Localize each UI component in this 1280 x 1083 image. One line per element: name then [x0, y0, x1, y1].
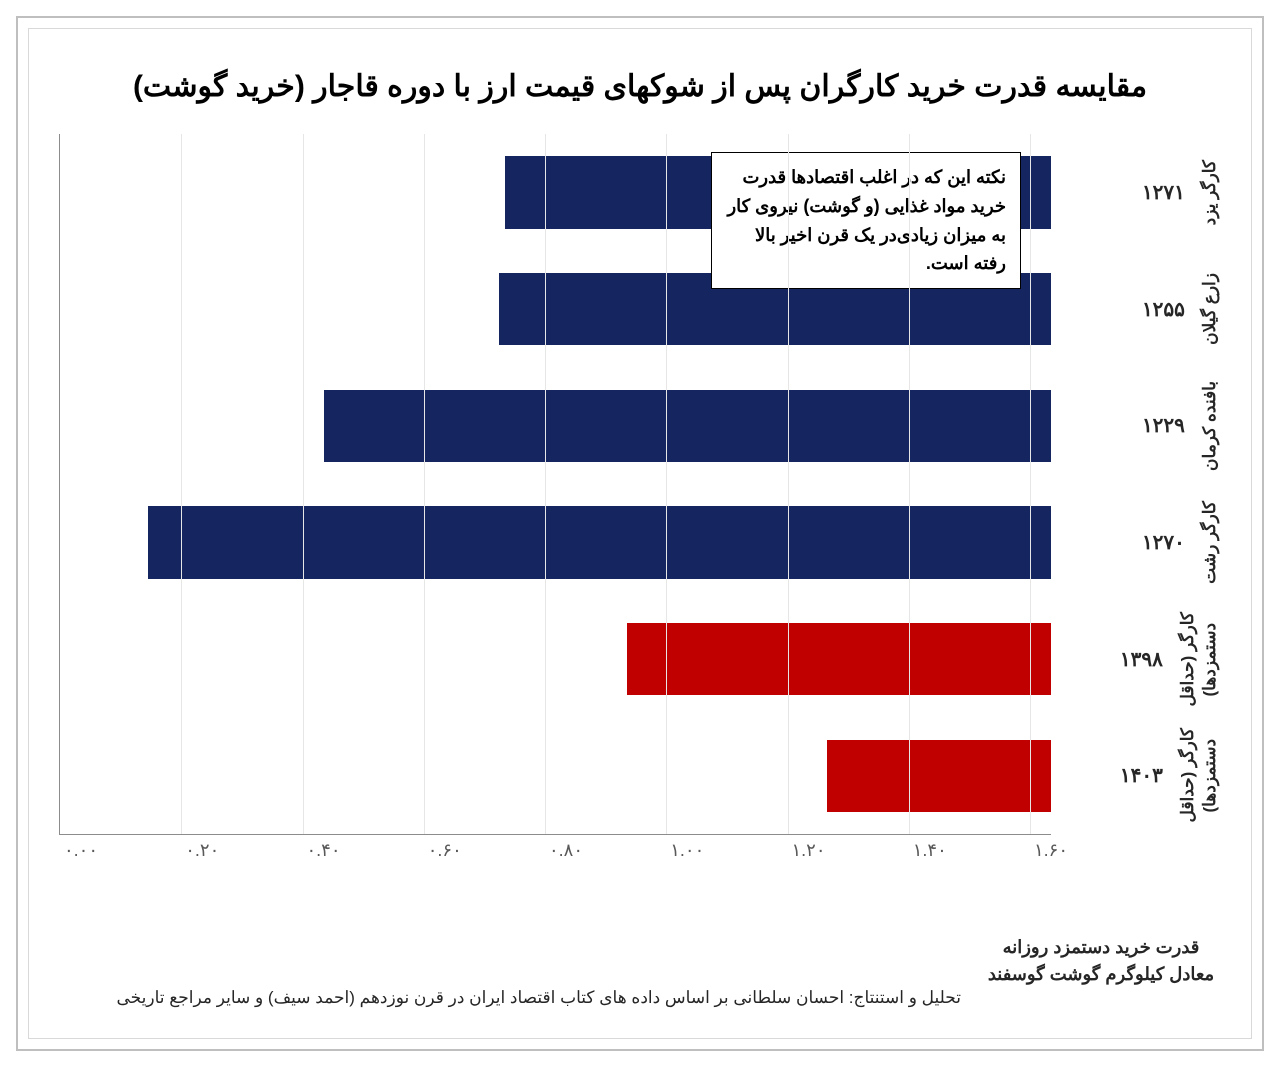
bar-slot [60, 717, 1051, 834]
inner-frame: مقایسه قدرت خرید کارگران پس از شوکهای قی… [28, 28, 1252, 1039]
y-category-name: کارگر (حداقل دستمزدها) [1177, 728, 1221, 823]
grid-line [181, 134, 182, 834]
x-tick-label: ۰.۶۰ [428, 840, 462, 861]
y-category: زارع گیلان ۱۲۵۵ [1051, 251, 1221, 368]
x-tick-label: ۱.۲۰ [791, 840, 825, 861]
bar [827, 740, 1051, 812]
y-category: کارگر رشت ۱۲۷۰ [1051, 484, 1221, 601]
y-category-name: بافنده کرمان [1199, 381, 1221, 471]
x-tick-label: ۰.۸۰ [549, 840, 583, 861]
grid-line [788, 134, 789, 834]
grid-line [303, 134, 304, 834]
outer-frame: مقایسه قدرت خرید کارگران پس از شوکهای قی… [16, 16, 1264, 1051]
bar-slot [60, 484, 1051, 601]
bar-slot [60, 367, 1051, 484]
y-category-year: ۱۲۷۰ [1142, 530, 1185, 555]
y-category-name: کارگر یزد [1199, 160, 1221, 225]
y-category-year: ۱۲۵۵ [1142, 297, 1185, 322]
x-tick-label: ۰.۴۰ [306, 840, 340, 861]
y-category-year: ۱۳۹۸ [1120, 647, 1163, 672]
y-category: بافنده کرمان ۱۲۲۹ [1051, 367, 1221, 484]
bar [148, 506, 1051, 578]
grid-line [1030, 134, 1031, 834]
grid-line [666, 134, 667, 834]
y-category-year: ۱۲۷۱ [1142, 180, 1185, 205]
grid-line [909, 134, 910, 834]
x-tick-label: ۱.۰۰ [670, 840, 704, 861]
x-axis-caption: قدرت خرید دستمزد روزانه معادل کیلوگرم گو… [981, 934, 1221, 988]
grid-line [424, 134, 425, 834]
grid-line [545, 134, 546, 834]
annotation-box: نکته این که در اغلب اقتصادها قدرت خرید م… [711, 152, 1021, 289]
x-axis-ticks: ۰.۰۰۰.۲۰۰.۴۰۰.۶۰۰.۸۰۱.۰۰۱.۲۰۱.۴۰۱.۶۰ [81, 834, 1051, 864]
x-tick-label: ۱.۴۰ [913, 840, 947, 861]
plot-wrap: کارگر یزد ۱۲۷۱ زارع گیلان ۱۲۵۵ بافنده کرمان ۱… [59, 134, 1221, 834]
y-category-name: کارگر (حداقل دستمزدها) [1177, 612, 1221, 707]
y-category: کارگر یزد ۱۲۷۱ [1051, 134, 1221, 251]
y-category-year: ۱۲۲۹ [1142, 413, 1185, 438]
bar [627, 623, 1051, 695]
source-attribution: تحلیل و استنتاج: احسان سلطانی بر اساس دا… [59, 988, 961, 1008]
y-category: کارگر (حداقل دستمزدها) ۱۴۰۳ [1051, 717, 1221, 834]
bar [324, 390, 1052, 462]
y-category-name: کارگر رشت [1199, 501, 1221, 584]
y-category-name: زارع گیلان [1199, 273, 1221, 345]
chart-title: مقایسه قدرت خرید کارگران پس از شوکهای قی… [59, 69, 1221, 104]
y-axis-labels: کارگر یزد ۱۲۷۱ زارع گیلان ۱۲۵۵ بافنده کرمان ۱… [1051, 134, 1221, 834]
y-category: کارگر (حداقل دستمزدها) ۱۳۹۸ [1051, 601, 1221, 718]
bar-slot [60, 601, 1051, 718]
y-category-year: ۱۴۰۳ [1120, 763, 1163, 788]
x-tick-label: ۰.۲۰ [185, 840, 219, 861]
x-tick-label: ۱.۶۰ [1034, 840, 1068, 861]
x-tick-label: ۰.۰۰ [64, 840, 98, 861]
plot-area: نکته این که در اغلب اقتصادها قدرت خرید م… [59, 134, 1051, 835]
